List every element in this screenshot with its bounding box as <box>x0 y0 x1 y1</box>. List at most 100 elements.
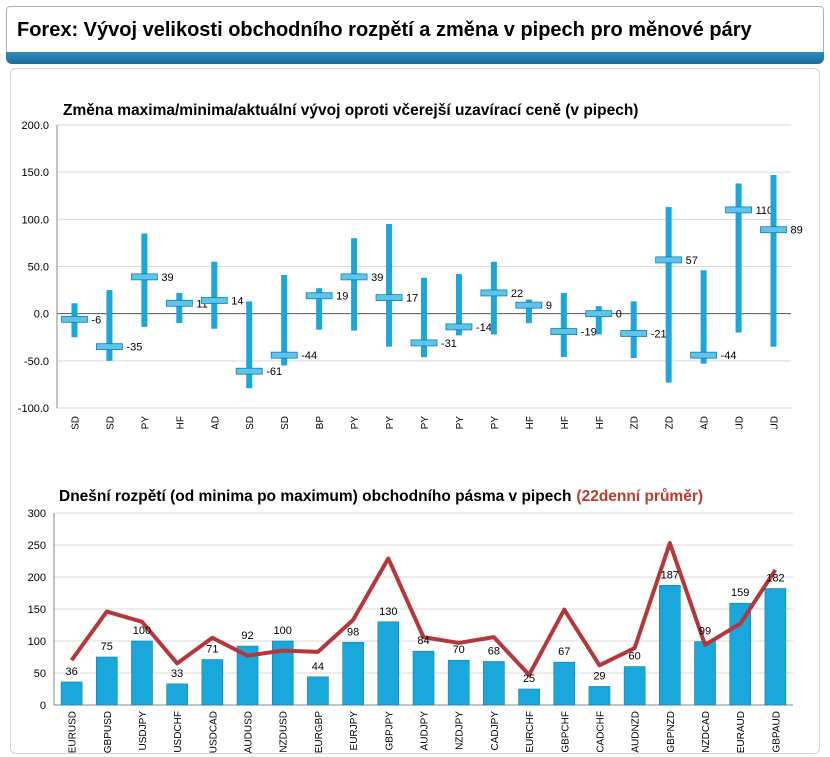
current-marker <box>690 351 718 359</box>
y-tick-label: 50.0 <box>28 262 49 274</box>
x-tick-label: AUDNZD <box>631 711 642 753</box>
bar <box>623 666 646 706</box>
current-label: -19 <box>581 327 597 339</box>
current-label: 22 <box>511 288 523 300</box>
current-label: -14 <box>476 322 492 334</box>
value-label: 44 <box>312 661 324 673</box>
current-marker <box>305 292 333 300</box>
bar <box>307 676 329 706</box>
bar <box>60 681 83 706</box>
value-label: 92 <box>241 630 253 642</box>
current-label: 110 <box>756 205 774 217</box>
x-tick-label: CADJPY <box>490 416 501 429</box>
header-accent-bar <box>6 52 824 64</box>
range-bar <box>246 301 253 389</box>
x-tick-label: GBPNZD <box>666 711 677 753</box>
x-tick-label: EURCHF <box>525 416 536 429</box>
bar <box>201 659 224 706</box>
y-tick-label: 0 <box>40 700 46 712</box>
chart1-title: Změna maxima/minima/aktuální vývoj oprot… <box>63 102 638 119</box>
x-tick-label: NZDCAD <box>700 416 711 429</box>
y-tick-label: -100.0 <box>18 403 49 415</box>
x-tick-label: GBPJPY <box>384 711 395 751</box>
y-tick-label: 200.0 <box>21 120 49 132</box>
x-tick-label: GBPUSD <box>105 416 116 429</box>
current-marker <box>340 273 368 281</box>
value-label: 75 <box>101 641 113 653</box>
bar <box>377 621 400 706</box>
x-tick-label: AUDNZD <box>630 416 641 429</box>
bar <box>447 659 470 706</box>
current-label: -35 <box>126 342 142 354</box>
x-tick-label: EURUSD <box>70 416 81 429</box>
current-marker <box>235 367 263 375</box>
bar <box>166 683 188 706</box>
value-label: 25 <box>523 673 535 685</box>
range-bar <box>560 292 567 358</box>
range-bar <box>211 261 218 329</box>
x-tick-label: GBPCHF <box>560 711 571 753</box>
x-tick-label: NZDJPY <box>455 711 466 750</box>
value-label: 99 <box>699 626 711 638</box>
range-chart: Změna maxima/minima/aktuální vývoj oprot… <box>18 102 803 429</box>
range-bar <box>351 238 358 331</box>
y-tick-label: 150.0 <box>21 167 49 179</box>
x-tick-label: GBPAUD <box>770 416 781 429</box>
bar <box>131 640 153 706</box>
range-bar <box>525 299 532 324</box>
chart2-title-main: Dnešní rozpětí (od minima po maximum) ob… <box>59 488 571 505</box>
bar <box>236 645 259 706</box>
bar <box>659 585 681 706</box>
value-label: 29 <box>593 670 605 682</box>
x-tick-label: USDJPY <box>140 416 151 429</box>
current-marker <box>270 351 298 359</box>
value-label: 159 <box>731 587 749 599</box>
current-marker <box>480 289 508 297</box>
value-label: 187 <box>661 569 679 581</box>
range-bar <box>770 174 777 347</box>
current-marker <box>61 315 88 323</box>
x-tick-label: NZDJPY <box>455 416 466 429</box>
x-tick-label: GBPNZD <box>665 416 676 429</box>
bar <box>412 650 435 706</box>
current-label: 19 <box>336 291 348 303</box>
x-tick-label: EURGBP <box>315 416 326 429</box>
x-tick-label: USDCHF <box>175 416 186 429</box>
current-label: 9 <box>546 300 552 312</box>
y-tick-label: 50 <box>34 668 46 680</box>
x-tick-label: GBPJPY <box>385 416 396 429</box>
current-marker <box>410 339 438 347</box>
value-label: 84 <box>417 635 429 647</box>
bar <box>764 588 787 706</box>
x-tick-label: USDCHF <box>173 711 184 753</box>
value-label: 98 <box>347 626 359 638</box>
x-tick-label: EURJPY <box>349 711 360 751</box>
value-label: 33 <box>171 668 183 680</box>
bar <box>271 640 294 706</box>
x-tick-label: EURAUD <box>736 711 747 753</box>
current-label: 39 <box>161 272 173 284</box>
current-marker <box>725 206 752 214</box>
value-label: 100 <box>133 625 151 637</box>
page-header: Forex: Vývoj velikosti obchodního rozpět… <box>6 6 824 58</box>
y-tick-label: -50.0 <box>24 356 49 368</box>
current-marker <box>550 328 578 335</box>
current-marker <box>200 297 228 304</box>
range-bar <box>490 261 497 335</box>
chart2-title: Dnešní rozpětí (od minima po maximum) ob… <box>59 488 703 505</box>
current-label: 39 <box>371 272 383 284</box>
bar <box>694 641 716 706</box>
average-line <box>69 541 778 677</box>
current-marker <box>655 256 683 264</box>
y-tick-label: 300 <box>28 508 46 520</box>
range-bar <box>281 274 288 366</box>
range-bar <box>106 290 113 361</box>
value-label: 36 <box>65 666 77 678</box>
x-tick-label: USDCAD <box>210 416 221 429</box>
x-tick-label: NZDUSD <box>280 416 291 429</box>
current-marker <box>445 323 473 331</box>
x-tick-label: AUDUSD <box>244 711 255 753</box>
bar <box>483 661 505 706</box>
bar <box>553 661 576 706</box>
value-label: 130 <box>379 606 397 618</box>
